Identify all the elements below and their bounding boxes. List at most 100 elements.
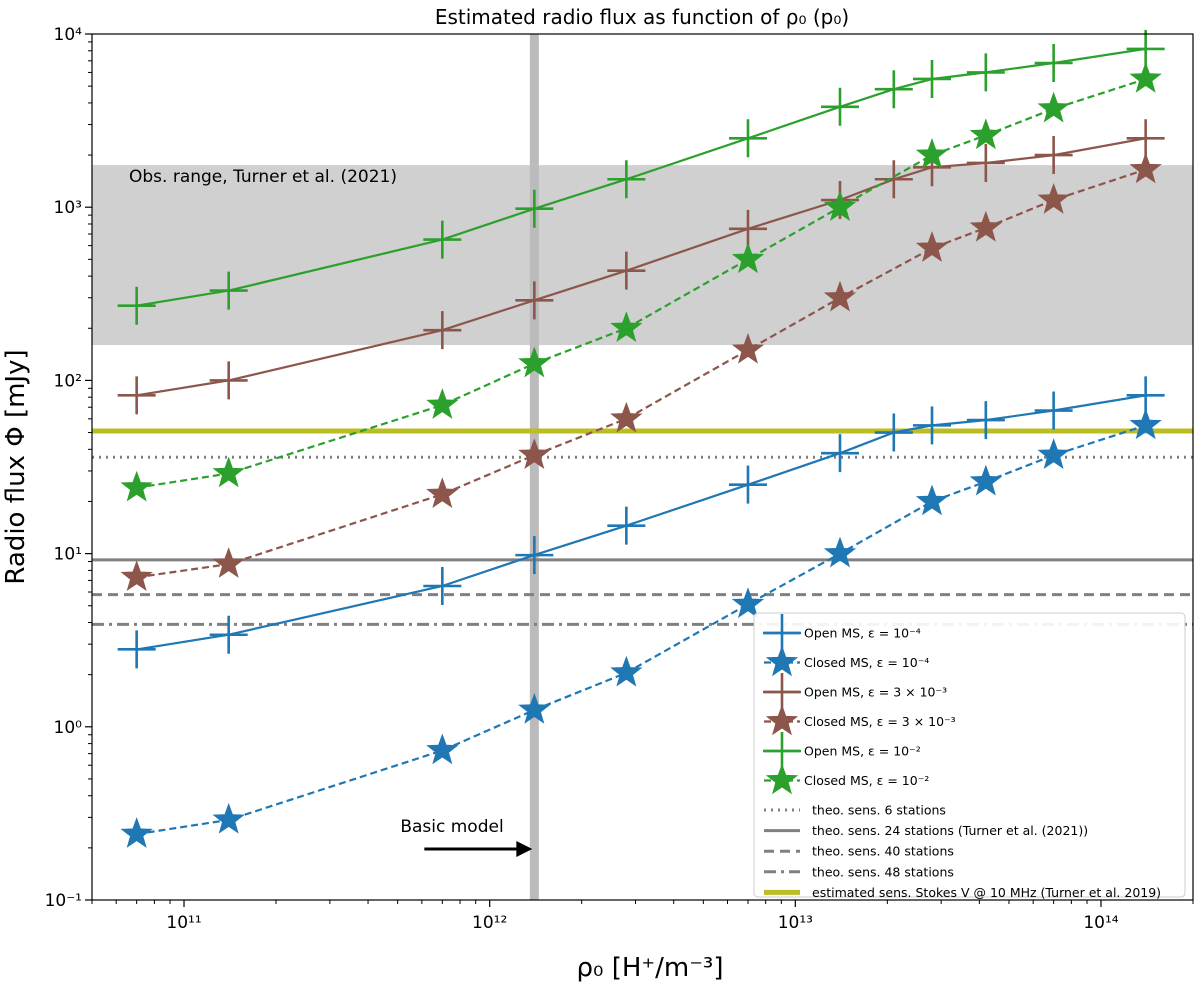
legend-label-8: theo. sens. 40 stations bbox=[812, 844, 954, 859]
legend-label-2: Open MS, ε = 3 × 10⁻³ bbox=[804, 685, 947, 700]
x-tick-label-3: 10¹⁴ bbox=[1083, 913, 1118, 933]
x-tick-label-1: 10¹² bbox=[472, 913, 507, 933]
legend-label-3: Closed MS, ε = 3 × 10⁻³ bbox=[804, 714, 956, 729]
legend-label-0: Open MS, ε = 10⁻⁴ bbox=[804, 626, 921, 641]
y-tick-label-2: 10¹ bbox=[54, 545, 82, 565]
basic-model-annotation: Basic model bbox=[400, 817, 533, 857]
series-4-point-0 bbox=[117, 286, 156, 325]
series-2-point-1 bbox=[209, 361, 248, 400]
legend-label-9: theo. sens. 48 stations bbox=[812, 864, 954, 879]
basic-model-vline bbox=[529, 34, 539, 900]
series-5-point-2 bbox=[426, 388, 459, 419]
legend-label-10: estimated sens. Stokes V @ 10 MHz (Turne… bbox=[812, 885, 1161, 900]
legend-box bbox=[753, 612, 1186, 898]
legend-label-4: Open MS, ε = 10⁻² bbox=[804, 744, 921, 759]
series-0-point-5 bbox=[728, 465, 767, 504]
series-5-point-4 bbox=[610, 311, 643, 343]
series-4-point-10 bbox=[1034, 44, 1073, 83]
series-4-point-7 bbox=[874, 70, 913, 109]
series-3 bbox=[120, 152, 1162, 592]
series-4-point-4 bbox=[607, 160, 646, 199]
series-5-point-8 bbox=[969, 118, 1002, 150]
series-5-point-1 bbox=[212, 456, 245, 488]
series-1-point-5 bbox=[731, 587, 765, 618]
legend-marker-3 bbox=[765, 704, 799, 736]
series-line-2 bbox=[136, 137, 1146, 397]
series-1-point-8 bbox=[969, 464, 1002, 496]
series-layer bbox=[117, 29, 1165, 848]
series-5-point-10 bbox=[1129, 61, 1162, 93]
series-3-point-8 bbox=[969, 210, 1002, 242]
series-2-point-11 bbox=[1126, 119, 1165, 158]
series-2-point-0 bbox=[117, 376, 156, 415]
series-0-point-11 bbox=[1126, 376, 1165, 415]
obs-range-band bbox=[92, 165, 1193, 346]
series-line-1 bbox=[136, 424, 1147, 836]
x-tick-label-0: 10¹¹ bbox=[166, 913, 201, 933]
plot-area: Obs. range, Turner et al. (2021) Basic m… bbox=[92, 29, 1193, 900]
legend-label-1: Closed MS, ε = 10⁻⁴ bbox=[804, 655, 929, 670]
series-3-point-6 bbox=[823, 280, 857, 312]
legend-marker-5 bbox=[765, 763, 799, 795]
series-4-point-11 bbox=[1126, 29, 1165, 68]
x-tick-label-2: 10¹³ bbox=[778, 913, 813, 933]
series-1-point-0 bbox=[120, 817, 153, 848]
series-line-3 bbox=[136, 168, 1147, 579]
series-4-point-9 bbox=[966, 53, 1005, 92]
series-1-point-7 bbox=[915, 484, 949, 516]
series-5-point-6 bbox=[823, 190, 857, 221]
y-axis-label: Radio flux Φ [mJy] bbox=[1, 349, 31, 584]
series-5-point-0 bbox=[120, 470, 153, 502]
legend-label-5: Closed MS, ε = 10⁻² bbox=[804, 773, 929, 788]
x-axis-label: ρ₀ [H⁺/m⁻³] bbox=[577, 953, 724, 983]
chart-title: Estimated radio flux as function of ρ₀ (… bbox=[435, 5, 849, 29]
legend-label-7: theo. sens. 24 stations (Turner et al. (… bbox=[812, 823, 1088, 838]
series-3-point-0 bbox=[120, 560, 153, 592]
series-1-point-9 bbox=[1037, 438, 1070, 469]
series-2-point-5 bbox=[728, 209, 767, 248]
series-3-point-4 bbox=[610, 401, 643, 433]
series-0 bbox=[117, 376, 1165, 669]
series-1-point-1 bbox=[212, 802, 245, 834]
series-1-point-2 bbox=[426, 733, 459, 765]
series-0-point-8 bbox=[913, 406, 952, 445]
series-5-point-9 bbox=[1037, 91, 1070, 123]
series-3-point-10 bbox=[1129, 152, 1162, 184]
series-3-point-1 bbox=[212, 547, 245, 578]
series-4-point-6 bbox=[820, 87, 859, 126]
series-0-point-6 bbox=[820, 434, 859, 473]
series-4-point-2 bbox=[423, 220, 462, 259]
series-5-point-5 bbox=[731, 242, 765, 274]
legend: Open MS, ε = 10⁻⁴ Closed MS, ε = 10⁻⁴ Open… bbox=[753, 612, 1186, 900]
y-tick-label-0: 10⁻¹ bbox=[45, 891, 82, 911]
series-2-point-3 bbox=[515, 281, 554, 320]
series-4-point-5 bbox=[728, 119, 767, 158]
y-tick-label-1: 10⁰ bbox=[54, 718, 83, 738]
series-0-point-1 bbox=[209, 615, 248, 654]
y-tick-label-5: 10⁴ bbox=[54, 25, 83, 45]
series-1-point-10 bbox=[1129, 408, 1162, 440]
series-2-point-2 bbox=[423, 311, 462, 350]
series-0-point-2 bbox=[423, 567, 462, 606]
basic-model-arrowhead bbox=[516, 841, 533, 857]
series-4-point-1 bbox=[209, 271, 248, 310]
series-0-point-4 bbox=[607, 506, 646, 545]
obs-range-label: Obs. range, Turner et al. (2021) bbox=[129, 167, 397, 187]
series-line-0 bbox=[136, 394, 1146, 651]
axis-ticks: 10¹¹ 10¹² 10¹³ 10¹⁴ 10⁻¹ 10⁰ 10¹ 10² 10³ 10⁴ bbox=[45, 25, 1194, 933]
series-3-point-7 bbox=[915, 231, 949, 262]
y-tick-label-3: 10² bbox=[54, 371, 82, 391]
series-3-point-9 bbox=[1037, 183, 1070, 214]
series-3-point-5 bbox=[731, 332, 765, 364]
series-5-point-7 bbox=[915, 138, 949, 169]
series-1-point-6 bbox=[823, 536, 857, 568]
series-0-point-3 bbox=[515, 536, 554, 575]
series-1 bbox=[120, 408, 1162, 848]
series-2-point-10 bbox=[1034, 136, 1073, 175]
series-0-point-7 bbox=[874, 413, 913, 452]
series-line-4 bbox=[136, 47, 1146, 307]
series-2 bbox=[117, 119, 1165, 415]
series-5-point-3 bbox=[518, 346, 551, 378]
legend-label-6: theo. sens. 6 stations bbox=[812, 803, 946, 818]
